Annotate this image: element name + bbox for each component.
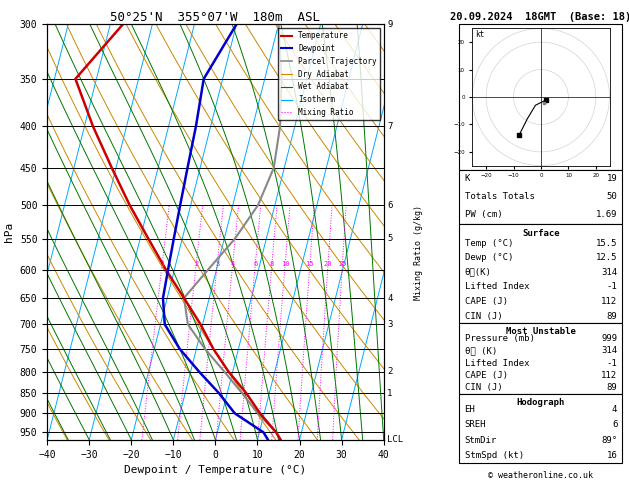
Text: 9: 9	[387, 20, 392, 29]
Text: 20: 20	[324, 261, 332, 267]
Text: PW (cm): PW (cm)	[464, 210, 502, 219]
Text: 3: 3	[387, 320, 392, 329]
Text: 999: 999	[601, 334, 618, 343]
Text: θᴇ(K): θᴇ(K)	[464, 268, 491, 277]
Text: CAPE (J): CAPE (J)	[464, 297, 508, 306]
Text: 89°: 89°	[601, 435, 618, 445]
Text: StmSpd (kt): StmSpd (kt)	[464, 451, 523, 460]
Text: 50: 50	[606, 192, 618, 201]
Text: EH: EH	[464, 405, 476, 415]
Text: 89: 89	[606, 383, 618, 392]
Text: 4: 4	[612, 405, 618, 415]
Text: © weatheronline.co.uk: © weatheronline.co.uk	[489, 471, 593, 480]
Text: 15: 15	[306, 261, 314, 267]
Text: Surface: Surface	[522, 229, 560, 238]
Text: CIN (J): CIN (J)	[464, 383, 502, 392]
Text: 7: 7	[387, 122, 392, 131]
Text: 3: 3	[215, 261, 220, 267]
Text: Totals Totals: Totals Totals	[464, 192, 535, 201]
Legend: Temperature, Dewpoint, Parcel Trajectory, Dry Adiabat, Wet Adiabat, Isotherm, Mi: Temperature, Dewpoint, Parcel Trajectory…	[277, 28, 380, 120]
Text: 4: 4	[387, 294, 392, 303]
Text: 89: 89	[606, 312, 618, 321]
Text: 19: 19	[606, 174, 618, 183]
Text: 6: 6	[253, 261, 257, 267]
Text: kt: kt	[475, 30, 484, 39]
Text: SREH: SREH	[464, 420, 486, 430]
Text: Most Unstable: Most Unstable	[506, 327, 576, 336]
Text: -1: -1	[606, 359, 618, 367]
Text: StmDir: StmDir	[464, 435, 497, 445]
Title: 50°25'N  355°07'W  180m  ASL: 50°25'N 355°07'W 180m ASL	[111, 11, 320, 24]
Text: Mixing Ratio (g/kg): Mixing Ratio (g/kg)	[414, 206, 423, 300]
Bar	[459, 170, 623, 224]
Text: 6: 6	[387, 201, 392, 209]
Text: 1: 1	[160, 261, 164, 267]
Bar	[459, 394, 623, 463]
X-axis label: Dewpoint / Temperature (°C): Dewpoint / Temperature (°C)	[125, 465, 306, 475]
Bar	[459, 224, 623, 324]
Text: 2: 2	[387, 367, 392, 376]
Text: 20.09.2024  18GMT  (Base: 18): 20.09.2024 18GMT (Base: 18)	[450, 12, 629, 22]
Text: 314: 314	[601, 346, 618, 355]
Text: -1: -1	[606, 282, 618, 292]
Text: Pressure (mb): Pressure (mb)	[464, 334, 535, 343]
Text: 25: 25	[338, 261, 347, 267]
Text: Dewp (°C): Dewp (°C)	[464, 253, 513, 262]
Bar	[459, 324, 623, 394]
Text: 8: 8	[270, 261, 274, 267]
Text: 314: 314	[601, 268, 618, 277]
Text: LCL: LCL	[387, 435, 403, 444]
Text: 10: 10	[281, 261, 289, 267]
Text: 5: 5	[387, 234, 392, 243]
Text: CIN (J): CIN (J)	[464, 312, 502, 321]
Text: Lifted Index: Lifted Index	[464, 359, 529, 367]
Text: 2: 2	[194, 261, 198, 267]
Text: 112: 112	[601, 297, 618, 306]
Text: 112: 112	[601, 371, 618, 380]
Text: CAPE (J): CAPE (J)	[464, 371, 508, 380]
Text: 15.5: 15.5	[596, 239, 618, 247]
Text: 4: 4	[231, 261, 235, 267]
Text: 12.5: 12.5	[596, 253, 618, 262]
Text: Temp (°C): Temp (°C)	[464, 239, 513, 247]
Text: 1: 1	[387, 389, 392, 398]
Text: 1.69: 1.69	[596, 210, 618, 219]
Text: 6: 6	[612, 420, 618, 430]
Y-axis label: hPa: hPa	[4, 222, 14, 242]
Bar	[459, 24, 623, 170]
Text: Hodograph: Hodograph	[517, 398, 565, 407]
Text: 16: 16	[606, 451, 618, 460]
Text: Lifted Index: Lifted Index	[464, 282, 529, 292]
Text: θᴇ (K): θᴇ (K)	[464, 346, 497, 355]
Text: K: K	[464, 174, 470, 183]
